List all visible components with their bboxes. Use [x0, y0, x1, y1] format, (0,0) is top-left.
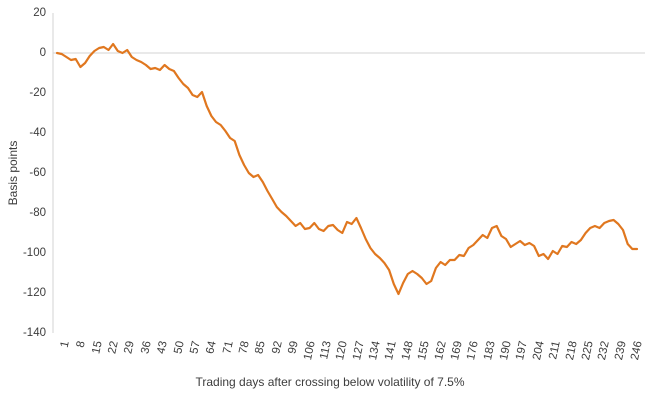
- y-tick-label: -120: [22, 286, 46, 299]
- y-tick-label: -60: [29, 166, 46, 179]
- y-tick-label: 20: [33, 6, 46, 19]
- x-axis-title: Trading days after crossing below volati…: [195, 375, 465, 389]
- y-tick-label: -140: [22, 326, 46, 339]
- y-tick-label: -100: [22, 246, 46, 259]
- y-tick-label: -20: [29, 86, 46, 99]
- y-tick-label: -80: [29, 206, 46, 219]
- series-line: [55, 42, 639, 296]
- y-tick-label: -40: [29, 126, 46, 139]
- y-axis-title: Basis points: [6, 140, 20, 206]
- y-tick-label: 0: [39, 46, 46, 59]
